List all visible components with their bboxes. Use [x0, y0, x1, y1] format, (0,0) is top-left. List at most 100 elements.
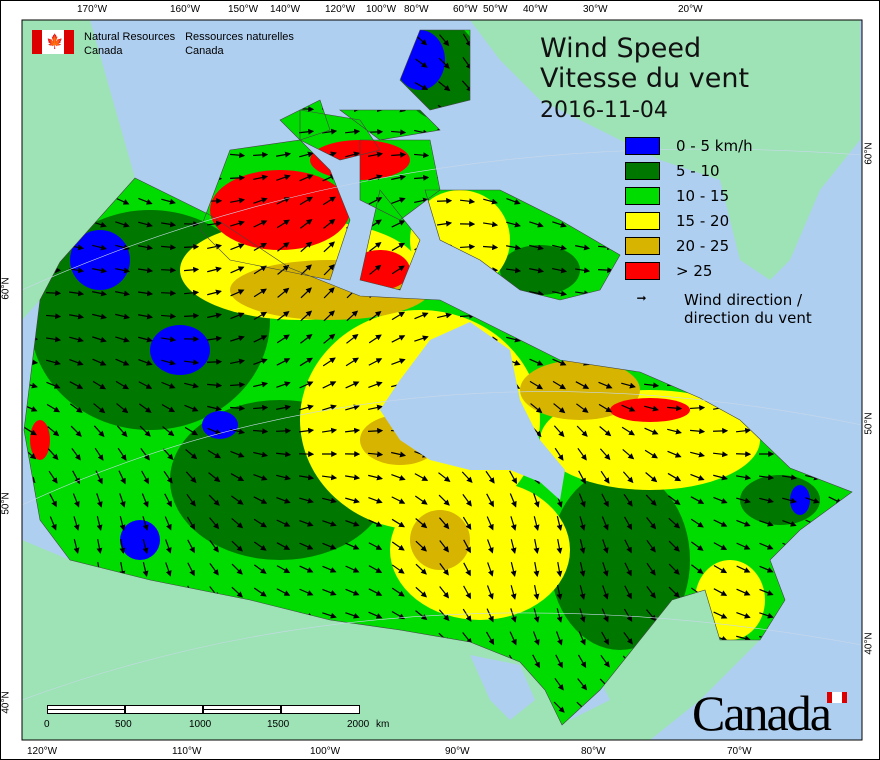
wind-arrow [229, 174, 246, 181]
wind-arrow [115, 197, 130, 205]
lon-label: 40°W [523, 4, 548, 15]
wind-arrow [299, 381, 314, 389]
wind-arrow [415, 540, 427, 552]
legend-item: 5 - 10 [625, 158, 812, 183]
legend-swatch [625, 261, 660, 280]
wind-arrow [252, 151, 269, 158]
legend-label: 10 - 15 [676, 186, 730, 205]
wind-arrow [184, 382, 199, 389]
wind-arrow [414, 473, 429, 481]
wind-arrow [736, 542, 751, 550]
wind-arrow [299, 588, 314, 596]
wind-arrow [459, 198, 476, 205]
scale-label: 1000 [189, 719, 212, 730]
wind-arrow [276, 219, 290, 229]
wind-arrow [93, 425, 105, 438]
wind-arrow [164, 516, 172, 531]
wind-arrow [552, 358, 567, 366]
wind-arrow [736, 635, 751, 642]
wind-arrow [505, 267, 522, 274]
wind-arrow [73, 539, 80, 554]
wind-arrow [597, 267, 614, 274]
wind-arrow [276, 588, 291, 596]
wind-arrow [346, 333, 359, 344]
wind-arrow [253, 451, 268, 458]
wind-arrow [230, 473, 245, 482]
wind-arrow [552, 290, 568, 297]
wind-arrow [805, 497, 820, 504]
wind-arrow [391, 474, 406, 481]
wind-arrow [624, 539, 632, 554]
wind-arrow [574, 267, 591, 274]
wind-arrow [96, 493, 103, 508]
wind-arrow [644, 405, 659, 412]
wind-arrow [510, 608, 517, 623]
wind-arrow [713, 564, 728, 574]
wind-arrow [533, 493, 540, 508]
wind-arrow [277, 311, 290, 321]
wind-arrow [160, 313, 177, 320]
wind-arrow [299, 151, 314, 158]
wind-arrow [462, 494, 472, 507]
wind-arrow [322, 520, 337, 527]
wind-arrow [736, 612, 751, 619]
wind-arrow [599, 426, 612, 437]
wind-arrow [119, 516, 126, 531]
lon-label: 60°W [453, 4, 478, 15]
wind-arrow [184, 426, 199, 436]
wind-arrow [576, 425, 588, 437]
lat-label: 40°N [863, 632, 875, 655]
wind-arrow [323, 264, 335, 276]
wind-arrow [300, 310, 313, 322]
wind-arrow [438, 81, 451, 92]
wind-arrow [208, 494, 220, 506]
wind-arrow [624, 562, 632, 577]
wind-arrow [230, 220, 245, 227]
wind-arrow [253, 358, 268, 365]
wind-arrow [298, 474, 315, 481]
wind-arrow [322, 497, 337, 504]
nrcan-signature: 🍁 Natural Resources Canada Ressources nat… [32, 30, 294, 58]
wind-arrow [344, 427, 361, 434]
wind-arrow [552, 380, 567, 390]
wind-arrow [322, 565, 337, 573]
wind-arrow [323, 287, 335, 299]
wind-arrow [206, 358, 223, 365]
wind-arrow [735, 427, 752, 434]
wind-arrow [323, 241, 335, 253]
wind-arrow [368, 174, 383, 181]
wind-arrow [253, 242, 268, 252]
wind-arrow [622, 471, 634, 484]
wind-arrow [391, 587, 405, 597]
wind-arrow [759, 565, 774, 573]
wind-arrow [510, 562, 517, 577]
wind-arrow [556, 539, 563, 555]
wind-arrow [345, 565, 360, 573]
wind-arrow [321, 427, 338, 434]
wind-arrow [275, 427, 292, 434]
wind-arrow [345, 357, 359, 367]
wind-arrow [209, 562, 219, 576]
wind-arrow [48, 470, 58, 484]
canada-wordmark: Canada [692, 685, 832, 741]
wind-arrow [579, 608, 586, 623]
wind-arrow [323, 333, 336, 344]
wind-arrow [275, 451, 292, 458]
title-en: Wind Speed [540, 33, 702, 64]
wind-arrow [323, 218, 336, 229]
map-title: Wind Speed Vitesse du vent 2016-11-04 [540, 34, 749, 126]
greenland [470, 20, 860, 280]
wind-arrow [45, 313, 62, 320]
wind-arrow [92, 244, 107, 251]
wind-arrow [462, 516, 472, 531]
scale-unit: km [376, 719, 390, 730]
wind-arrow [436, 197, 453, 204]
wind-arrow [183, 266, 200, 273]
wind-arrow [92, 290, 108, 297]
wind-arrow [554, 447, 564, 461]
wind-arrow [116, 403, 129, 414]
wind-arrow [414, 335, 429, 342]
wind-arrow [160, 290, 177, 297]
wind-arrow [207, 243, 223, 250]
wind-arrow [253, 220, 268, 228]
